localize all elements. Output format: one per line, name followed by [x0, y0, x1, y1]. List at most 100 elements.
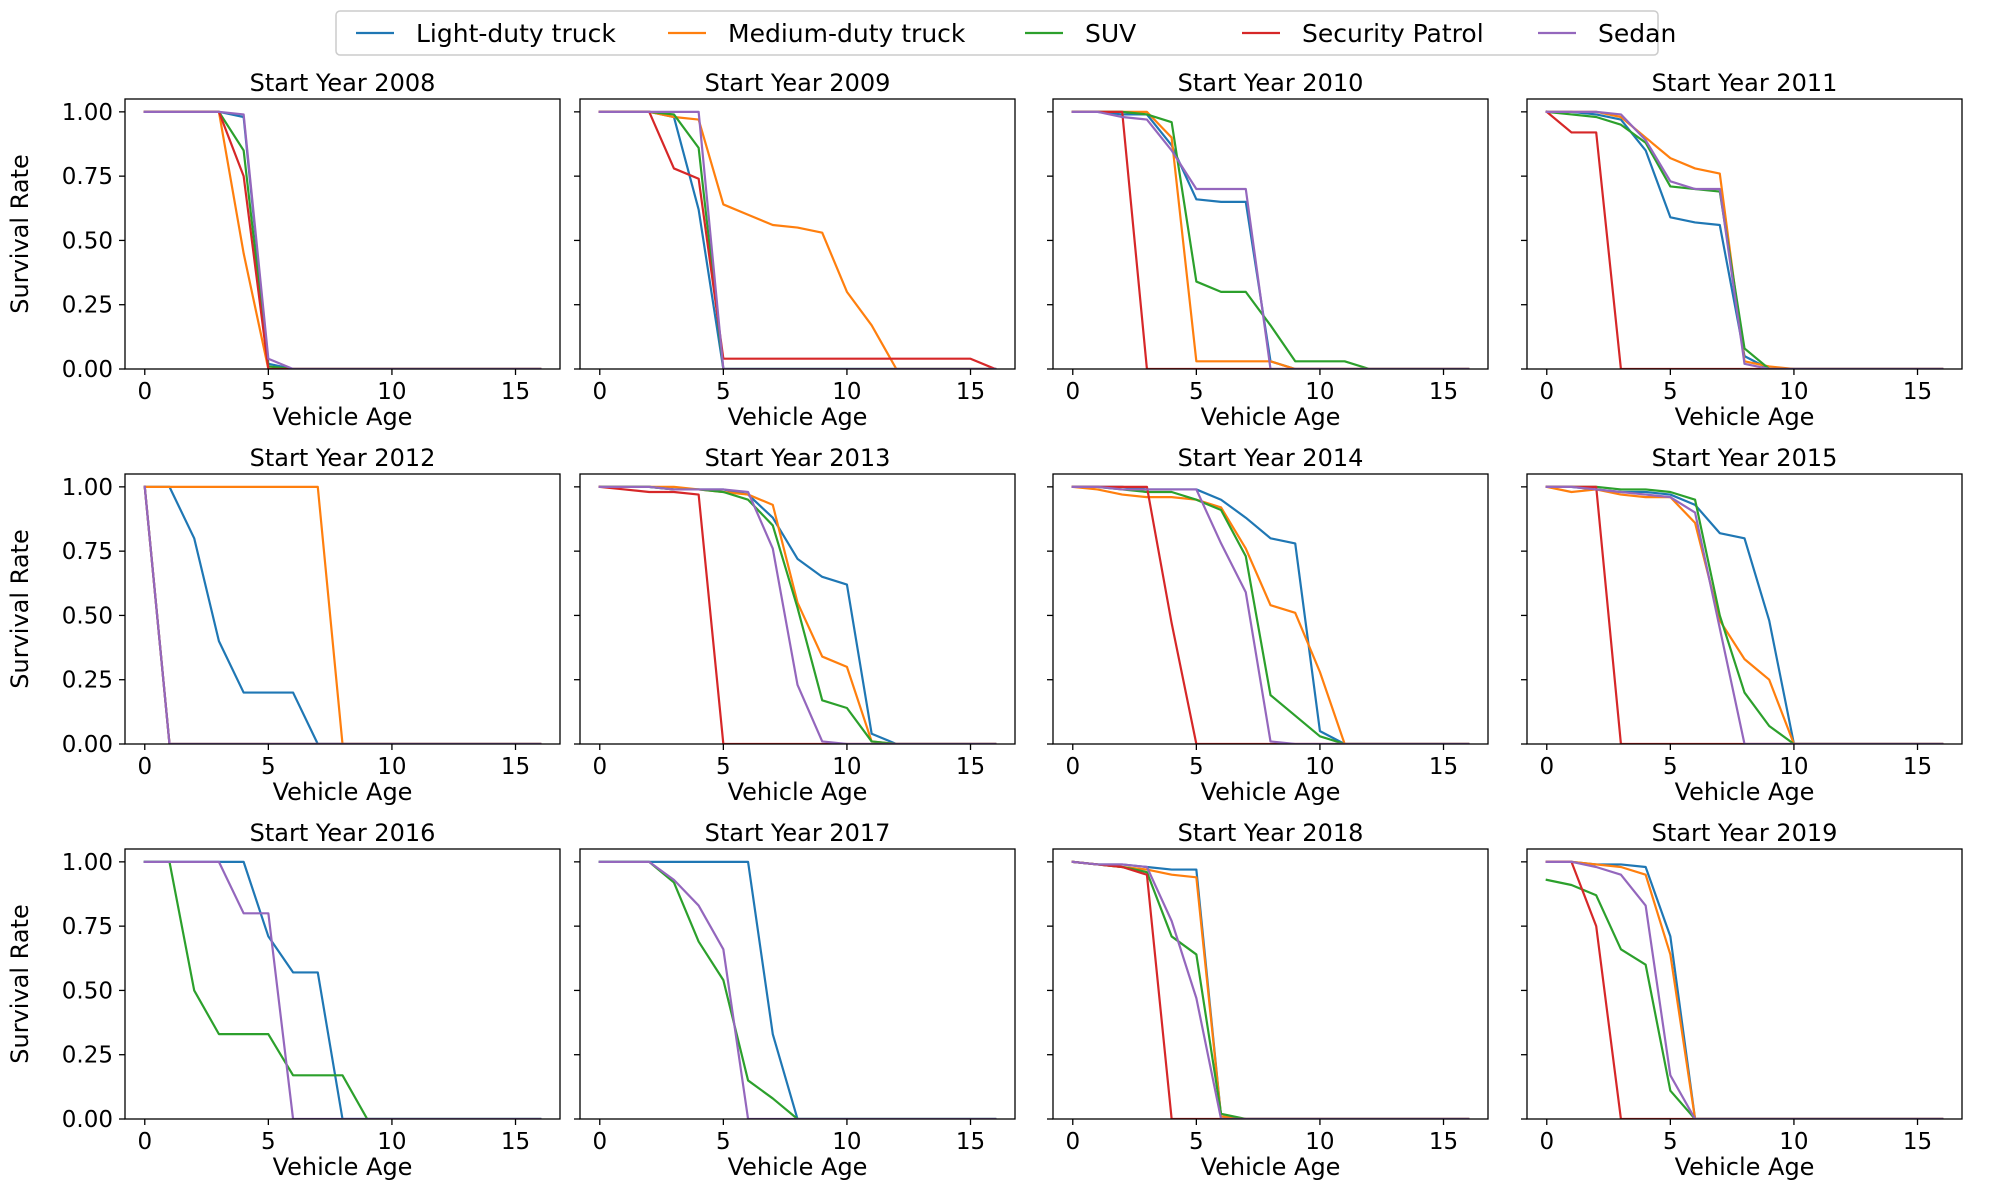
x-axis: 0 5 10 15 Vehicle Age — [137, 744, 530, 806]
y-tick-label: 0.00 — [62, 732, 113, 758]
series-line-sedan — [1545, 110, 1944, 369]
panel-series — [598, 485, 997, 744]
series-line-suv — [1071, 110, 1470, 369]
series-line-medium-duty-truck — [598, 110, 997, 369]
x-tick-label: 10 — [832, 754, 861, 780]
x-axis-label: Vehicle Age — [1201, 778, 1341, 806]
series-line-light-duty-truck — [1071, 110, 1470, 369]
panel-start-year-2019: Start Year 2019 0 5 10 15 Vehicle Age — [1521, 819, 1963, 1181]
x-axis: 0 5 10 15 Vehicle Age — [1065, 744, 1458, 806]
series-line-medium-duty-truck — [143, 110, 542, 369]
panel-series — [143, 485, 542, 744]
panel-series — [1545, 110, 1944, 369]
series-line-suv — [1545, 110, 1944, 369]
y-axis: 0.00 0.25 0.50 0.75 1.00 Survival Rate — [6, 100, 125, 383]
x-axis-label: Vehicle Age — [273, 1153, 413, 1181]
panel-start-year-2009: Start Year 2009 0 5 10 15 Vehicle Age — [574, 69, 1016, 431]
series-line-medium-duty-truck — [598, 485, 997, 744]
series-line-light-duty-truck — [143, 110, 542, 369]
x-tick-label: 0 — [1065, 379, 1080, 405]
series-line-suv — [598, 110, 997, 369]
series-line-suv — [598, 485, 997, 744]
axes-frame — [1052, 473, 1489, 745]
legend-label-suv: SUV — [1085, 19, 1136, 48]
series-line-light-duty-truck — [1545, 485, 1944, 744]
series-line-sedan — [1545, 485, 1944, 744]
panel-series — [1545, 860, 1944, 1119]
series-line-medium-duty-truck — [1071, 860, 1470, 1119]
x-tick-label: 10 — [377, 754, 406, 780]
panel-title: Start Year 2012 — [250, 444, 436, 472]
series-line-light-duty-truck — [143, 485, 542, 744]
series-line-medium-duty-truck — [143, 485, 542, 744]
panel-start-year-2010: Start Year 2010 0 5 10 15 Vehicle Age — [1047, 69, 1489, 431]
y-tick-label: 0.50 — [62, 978, 113, 1004]
panel-start-year-2018: Start Year 2018 0 5 10 15 Vehicle Age — [1047, 819, 1489, 1181]
series-line-light-duty-truck — [598, 485, 997, 744]
axes-frame — [124, 848, 561, 1120]
x-tick-label: 15 — [956, 379, 985, 405]
panel-start-year-2008: Start Year 2008 0 5 10 15 Vehicle Age 0.00 0.25… — [6, 69, 561, 431]
x-tick-label: 10 — [1779, 1129, 1808, 1155]
legend-frame — [335, 10, 1659, 56]
y-tick-label: 0.50 — [62, 603, 113, 629]
legend-label-medium-duty-truck: Medium-duty truck — [728, 19, 966, 48]
x-tick-label: 10 — [1305, 379, 1334, 405]
x-axis: 0 5 10 15 Vehicle Age — [1539, 1119, 1932, 1181]
y-axis — [574, 861, 580, 1120]
axes-frame — [579, 98, 1016, 370]
series-line-sedan — [1071, 110, 1470, 369]
y-tick-label: 0.75 — [62, 164, 113, 190]
series-line-medium-duty-truck — [1545, 110, 1944, 369]
legend-item-security-patrol: Security Patrol — [1242, 19, 1484, 48]
x-tick-label: 0 — [1539, 379, 1554, 405]
series-line-security-patrol — [143, 110, 542, 369]
series-line-suv — [598, 860, 997, 1119]
panel-series — [1071, 860, 1470, 1119]
y-tick-label: 1.00 — [62, 475, 113, 501]
panel-title: Start Year 2015 — [1652, 444, 1838, 472]
y-axis-label: Survival Rate — [6, 529, 34, 688]
x-tick-label: 10 — [1305, 1129, 1334, 1155]
axes-frame — [124, 98, 561, 370]
series-line-security-patrol — [1071, 485, 1470, 744]
x-tick-label: 5 — [716, 379, 731, 405]
y-axis — [574, 486, 580, 745]
x-tick-label: 10 — [377, 1129, 406, 1155]
series-line-light-duty-truck — [1545, 110, 1944, 369]
panel-series — [1071, 110, 1470, 369]
x-axis: 0 5 10 15 Vehicle Age — [1065, 369, 1458, 431]
x-axis: 0 5 10 15 Vehicle Age — [137, 1119, 530, 1181]
series-line-light-duty-truck — [143, 860, 542, 1119]
panel-title: Start Year 2010 — [1178, 69, 1364, 97]
y-axis-label: Survival Rate — [6, 154, 34, 313]
y-axis — [1047, 861, 1053, 1120]
y-axis — [574, 111, 580, 370]
series-line-suv — [143, 860, 542, 1119]
series-line-suv — [143, 110, 542, 369]
x-tick-label: 0 — [1065, 1129, 1080, 1155]
panel-start-year-2014: Start Year 2014 0 5 10 15 Vehicle Age — [1047, 444, 1489, 806]
axes-frame — [1526, 473, 1963, 745]
x-axis-label: Vehicle Age — [1201, 1153, 1341, 1181]
x-tick-label: 15 — [1429, 754, 1458, 780]
x-tick-label: 10 — [1779, 754, 1808, 780]
x-tick-label: 5 — [1189, 754, 1204, 780]
x-tick-label: 0 — [1065, 754, 1080, 780]
series-line-medium-duty-truck — [1545, 485, 1944, 744]
x-tick-label: 5 — [716, 1129, 731, 1155]
y-axis — [1047, 486, 1053, 745]
x-tick-label: 15 — [956, 754, 985, 780]
panel-title: Start Year 2018 — [1178, 819, 1364, 847]
panel-title: Start Year 2017 — [705, 819, 891, 847]
x-tick-label: 0 — [1539, 1129, 1554, 1155]
x-axis-label: Vehicle Age — [1675, 403, 1815, 431]
series-line-sedan — [143, 860, 542, 1119]
panel-title: Start Year 2013 — [705, 444, 891, 472]
panel-series — [143, 110, 542, 369]
legend-item-suv: SUV — [1025, 19, 1136, 48]
panel-series — [1071, 485, 1470, 744]
legend-label-sedan: Sedan — [1598, 19, 1676, 48]
y-axis — [1521, 111, 1527, 370]
